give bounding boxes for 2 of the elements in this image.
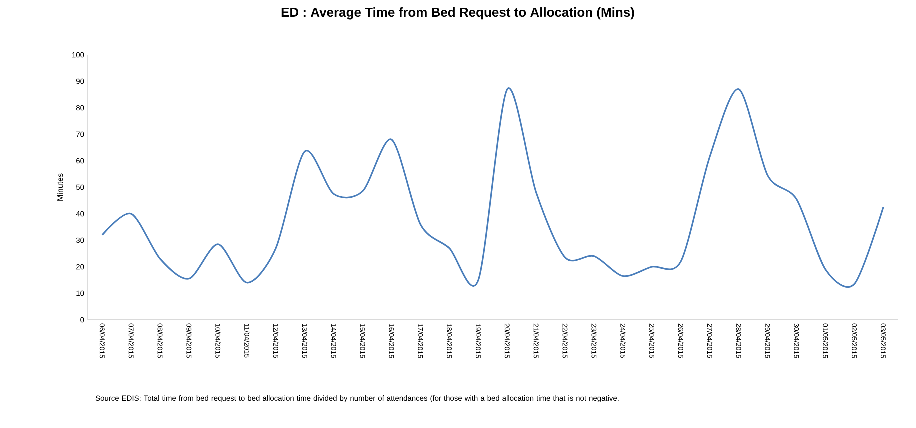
chart-title: ED : Average Time from Bed Request to Allocation (Mins) (282, 8, 634, 20)
y-axis-title: Minutes (57, 174, 64, 201)
